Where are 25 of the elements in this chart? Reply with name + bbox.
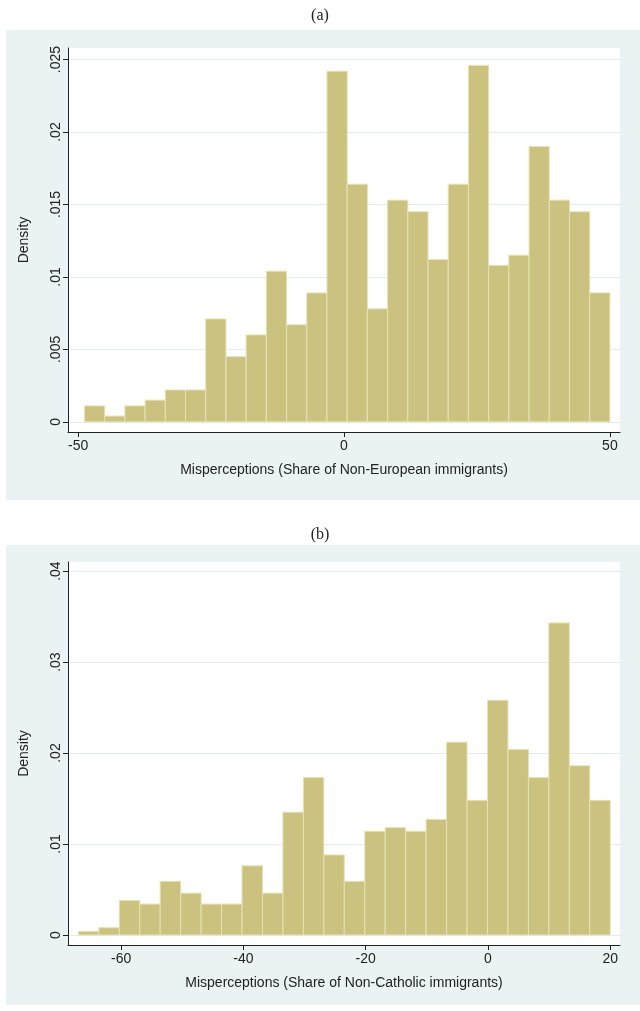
y-tick-label: .02 — [47, 743, 63, 763]
y-tick-label: .04 — [47, 561, 63, 581]
y-tick-label: .02 — [47, 122, 63, 142]
y-tick-label: .025 — [47, 45, 63, 74]
y-tick-label: .005 — [47, 335, 63, 364]
x-axis-title: Misperceptions (Share of Non-Catholic immigrants) — [185, 974, 503, 990]
x-tick-label: 0 — [484, 950, 493, 966]
y-axis-title: Density — [15, 216, 31, 264]
x-tick-label: 20 — [602, 950, 619, 966]
y-tick-label: 0 — [47, 417, 63, 426]
chart-title: (a) — [310, 5, 330, 26]
y-tick-label: .01 — [47, 267, 63, 287]
y-tick-label: .01 — [47, 834, 63, 854]
x-tick-label: 0 — [340, 437, 349, 453]
chart-title: (b) — [309, 524, 331, 545]
y-tick-label: .03 — [47, 652, 63, 672]
y-axis-title: Density — [15, 730, 31, 777]
y-tick-label: .015 — [47, 190, 63, 219]
y-tick-label: 0 — [47, 930, 63, 939]
x-axis-title: Misperceptions (Share of Non-European immigrants) — [180, 461, 508, 477]
x-tick-label: -50 — [67, 437, 89, 453]
x-tick-label: 50 — [602, 437, 618, 453]
x-tick-label: -60 — [111, 950, 132, 966]
x-tick-label: -40 — [233, 950, 254, 966]
x-tick-label: -20 — [355, 950, 377, 966]
